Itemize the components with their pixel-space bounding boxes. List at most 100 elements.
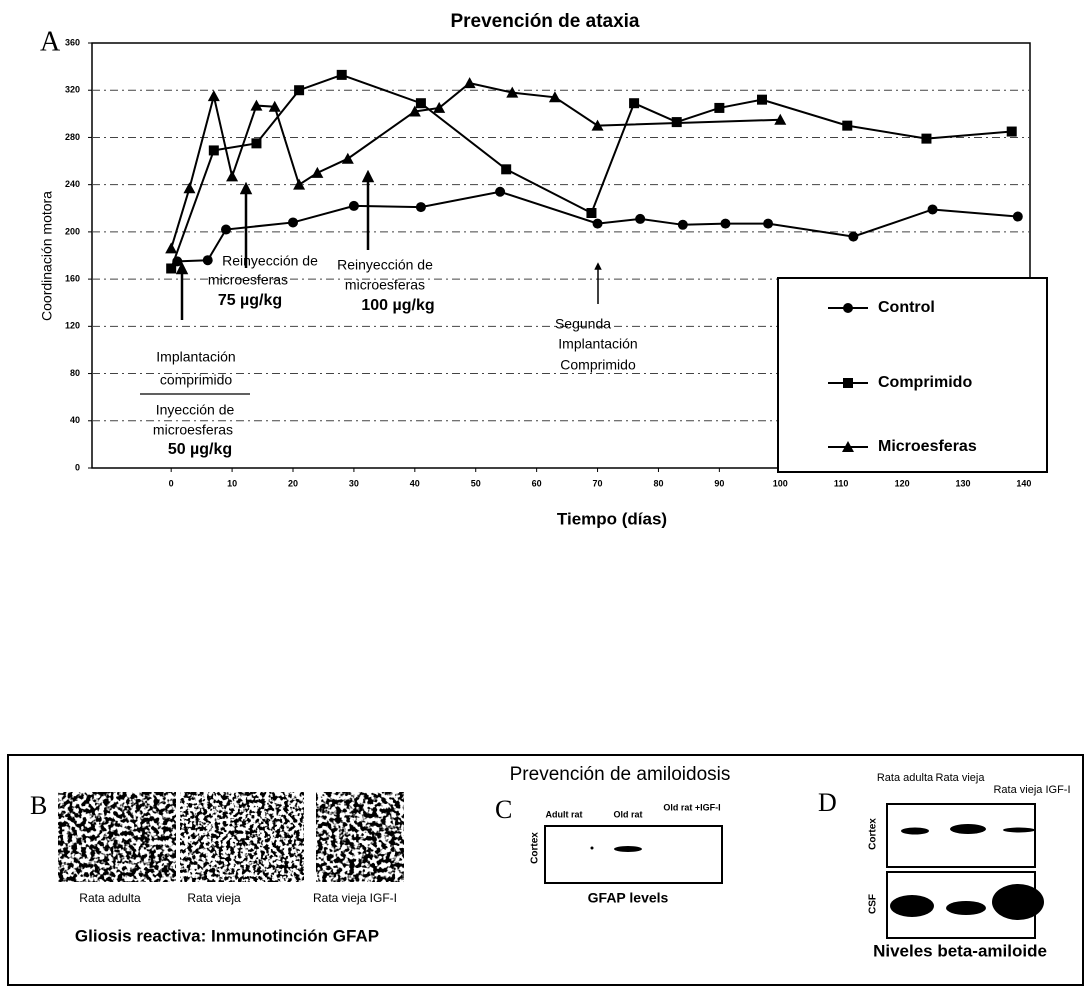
legend-marker (843, 378, 853, 388)
x-tick-label: 70 (593, 478, 603, 488)
panel-label: A (40, 26, 61, 57)
blot-band (1003, 828, 1035, 833)
point (1007, 127, 1017, 137)
row-label: Cortex (530, 832, 541, 864)
blot-frame (887, 804, 1035, 867)
y-tick-label: 280 (65, 132, 80, 142)
legend-marker (843, 303, 853, 313)
point (720, 219, 730, 229)
point (928, 204, 938, 214)
annotation: Inyección de (156, 402, 235, 418)
panel-caption: Niveles beta-amiloide (873, 941, 1047, 960)
panel-label: C (495, 795, 512, 824)
annotation: 75 µg/kg (218, 292, 282, 309)
point (593, 219, 603, 229)
legend-label: Comprimido (878, 374, 972, 391)
x-tick-label: 100 (773, 478, 788, 488)
y-axis-label: Coordinación motora (39, 191, 55, 321)
blot-band (950, 824, 986, 834)
point (842, 121, 852, 131)
annotation: Implantación (558, 336, 637, 352)
point (349, 201, 359, 211)
point (416, 202, 426, 212)
lane-label: Rata adulta (877, 772, 934, 784)
point (763, 219, 773, 229)
x-tick-label: 10 (227, 478, 237, 488)
point (714, 103, 724, 113)
x-tick-label: 0 (169, 478, 174, 488)
point (635, 214, 645, 224)
annotation: Segunda (555, 316, 611, 332)
point (294, 85, 304, 95)
y-tick-label: 40 (70, 415, 80, 425)
row-label: CSF (868, 894, 879, 914)
y-tick-label: 160 (65, 273, 80, 283)
panel-caption: GFAP levels (588, 890, 669, 906)
image-caption: Rata vieja IGF-I (313, 891, 397, 905)
annotation: Comprimido (560, 357, 636, 373)
y-tick-label: 360 (65, 37, 80, 47)
point (203, 255, 213, 265)
figure: A Prevención de ataxia Tiempo (días) Coo… (0, 0, 1091, 989)
point (586, 208, 596, 218)
annotation: microesferas (208, 272, 288, 288)
point (221, 225, 231, 235)
x-tick-label: 140 (1016, 478, 1031, 488)
y-tick-label: 320 (65, 85, 80, 95)
annotation: 100 µg/kg (361, 297, 434, 314)
point (288, 217, 298, 227)
point (921, 134, 931, 144)
image-caption: Rata adulta (79, 891, 141, 905)
point (1013, 212, 1023, 222)
micrograph (180, 792, 304, 882)
blot-band (901, 828, 929, 835)
point (183, 182, 195, 193)
lane-label: Old rat +IGF-I (663, 802, 720, 812)
blot-band (890, 895, 934, 917)
point (501, 164, 511, 174)
annotation: microesferas (345, 277, 425, 293)
legend-label: Control (878, 299, 935, 316)
series-line (171, 75, 1012, 269)
blot-band (992, 884, 1044, 920)
point (337, 70, 347, 80)
lane-label: Rata vieja (936, 772, 986, 784)
x-tick-label: 50 (471, 478, 481, 488)
point (311, 167, 323, 178)
x-tick-label: 20 (288, 478, 298, 488)
point (209, 145, 219, 155)
micrograph (316, 792, 404, 882)
blot-band (591, 847, 594, 850)
annotation: 50 µg/kg (168, 441, 232, 458)
point (166, 263, 176, 273)
blot-band (614, 846, 642, 852)
y-tick-label: 240 (65, 179, 80, 189)
lower-panel-title: Prevención de amiloidosis (510, 764, 731, 785)
point (416, 98, 426, 108)
lane-label: Adult rat (546, 809, 583, 819)
point (208, 90, 220, 101)
x-tick-label: 110 (834, 478, 849, 488)
y-tick-label: 0 (75, 462, 80, 472)
row-label: Cortex (868, 818, 879, 850)
x-tick-label: 40 (410, 478, 420, 488)
point (757, 95, 767, 105)
x-tick-label: 30 (349, 478, 359, 488)
series-line (171, 83, 780, 248)
panel-label: D (818, 788, 837, 817)
panel-title: Gliosis reactiva: Inmunotinción GFAP (75, 926, 379, 945)
annotation: Implantación (156, 349, 235, 365)
x-tick-label: 120 (895, 478, 910, 488)
blot-band (946, 901, 986, 915)
x-tick-label: 80 (653, 478, 663, 488)
x-tick-label: 60 (532, 478, 542, 488)
blot-frame (545, 826, 722, 883)
panel-label: B (30, 791, 47, 820)
y-tick-label: 80 (70, 368, 80, 378)
micrograph (58, 792, 176, 882)
point (342, 153, 354, 164)
point (165, 242, 177, 253)
point (629, 98, 639, 108)
lane-label: Rata vieja IGF-I (993, 784, 1070, 796)
page: {"figure_label": "A", "chart_data": {"ty… (0, 0, 1091, 989)
